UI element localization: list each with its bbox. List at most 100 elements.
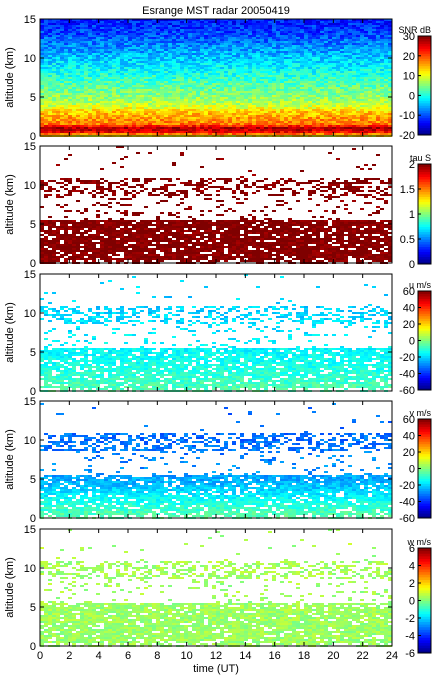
heatmap-cell bbox=[108, 35, 112, 37]
heatmap-cell bbox=[64, 45, 68, 47]
heatmap-cell bbox=[352, 121, 356, 123]
heatmap-cell bbox=[340, 83, 344, 85]
heatmap-cell bbox=[324, 111, 328, 113]
heatmap-cell bbox=[68, 93, 72, 95]
heatmap-cell bbox=[248, 81, 252, 83]
heatmap-cell bbox=[92, 43, 96, 45]
heatmap-cell bbox=[88, 81, 92, 83]
heatmap-cell bbox=[128, 29, 132, 31]
heatmap-cell bbox=[356, 55, 360, 57]
heatmap-cell bbox=[308, 103, 312, 105]
heatmap-cell bbox=[352, 21, 356, 23]
heatmap-cell bbox=[88, 69, 92, 71]
heatmap-cell bbox=[96, 75, 100, 77]
heatmap-cell bbox=[180, 117, 184, 119]
heatmap-cell bbox=[272, 123, 276, 125]
heatmap-cell bbox=[360, 69, 364, 71]
heatmap-cell bbox=[116, 69, 120, 71]
heatmap-cell bbox=[180, 59, 184, 61]
heatmap-cell bbox=[100, 65, 104, 67]
heatmap-cell bbox=[380, 117, 384, 119]
heatmap-cell bbox=[372, 43, 376, 45]
heatmap-cell bbox=[108, 23, 112, 25]
heatmap-cell bbox=[152, 29, 156, 31]
heatmap-cell bbox=[132, 85, 136, 87]
heatmap-cell bbox=[212, 127, 216, 129]
heatmap-cell bbox=[48, 41, 52, 43]
heatmap-cell bbox=[272, 33, 276, 35]
heatmap-cell bbox=[80, 45, 84, 47]
heatmap-cell bbox=[156, 55, 160, 57]
heatmap-cell bbox=[40, 45, 44, 47]
heatmap-cell bbox=[112, 69, 116, 71]
heatmap-cell bbox=[136, 125, 140, 127]
heatmap-cell bbox=[64, 117, 68, 119]
heatmap-cell bbox=[176, 101, 180, 103]
heatmap-cell bbox=[384, 125, 388, 127]
heatmap-cell bbox=[72, 89, 76, 91]
heatmap-cell bbox=[280, 113, 284, 115]
heatmap-cell bbox=[336, 79, 340, 81]
heatmap-cell bbox=[300, 41, 304, 43]
heatmap-cell bbox=[352, 117, 356, 119]
heatmap-cell bbox=[72, 49, 76, 51]
heatmap-cell bbox=[60, 111, 64, 113]
heatmap-cell bbox=[320, 103, 324, 105]
heatmap-cell bbox=[96, 47, 100, 49]
heatmap-cell bbox=[84, 99, 88, 101]
heatmap-cell bbox=[56, 95, 60, 97]
heatmap-cell bbox=[384, 41, 388, 43]
heatmap-cell bbox=[320, 81, 324, 83]
heatmap-cell bbox=[260, 57, 264, 59]
heatmap-cell bbox=[344, 81, 348, 83]
heatmap-cell bbox=[164, 67, 168, 69]
heatmap-cell bbox=[152, 65, 156, 67]
heatmap-cell bbox=[56, 101, 60, 103]
heatmap-cell bbox=[304, 67, 308, 69]
heatmap-cell bbox=[284, 85, 288, 87]
heatmap-cell bbox=[132, 103, 136, 105]
heatmap-cell bbox=[176, 87, 180, 89]
heatmap-cell bbox=[96, 67, 100, 69]
heatmap-cell bbox=[312, 25, 316, 27]
heatmap-cell bbox=[260, 109, 264, 111]
heatmap-cell bbox=[260, 47, 264, 49]
heatmap-cell bbox=[60, 129, 64, 131]
heatmap-cell bbox=[284, 101, 288, 103]
heatmap-cell bbox=[100, 131, 104, 133]
heatmap-cell bbox=[336, 91, 340, 93]
heatmap-cell bbox=[328, 95, 332, 97]
heatmap-cell bbox=[280, 79, 284, 81]
heatmap-cell bbox=[352, 91, 356, 93]
heatmap-cell bbox=[300, 31, 304, 33]
heatmap-cell bbox=[292, 125, 296, 127]
heatmap-cell bbox=[40, 127, 44, 129]
heatmap-cell bbox=[124, 31, 128, 33]
heatmap-cell bbox=[368, 23, 372, 25]
heatmap-cell bbox=[256, 77, 260, 79]
heatmap-cell bbox=[40, 115, 44, 117]
heatmap-cell bbox=[180, 61, 184, 63]
heatmap-cell bbox=[68, 127, 72, 129]
heatmap-cell bbox=[160, 89, 164, 91]
heatmap-cell bbox=[328, 69, 332, 71]
heatmap-cell bbox=[284, 75, 288, 77]
heatmap-cell bbox=[296, 27, 300, 29]
heatmap-cell bbox=[236, 111, 240, 113]
heatmap-cell bbox=[244, 53, 248, 55]
heatmap-cell bbox=[276, 77, 280, 79]
heatmap-cell bbox=[52, 91, 56, 93]
heatmap-cell bbox=[80, 29, 84, 31]
heatmap-cell bbox=[164, 125, 168, 127]
heatmap-cell bbox=[260, 119, 264, 121]
heatmap-cell bbox=[152, 33, 156, 35]
heatmap-cell bbox=[332, 101, 336, 103]
heatmap-cell bbox=[216, 21, 220, 23]
heatmap-cell bbox=[232, 63, 236, 65]
heatmap-cell bbox=[236, 115, 240, 117]
heatmap-cell bbox=[372, 85, 376, 87]
heatmap-cell bbox=[180, 121, 184, 123]
heatmap-cell bbox=[68, 89, 72, 91]
heatmap-cell bbox=[320, 61, 324, 63]
heatmap-cell bbox=[312, 23, 316, 25]
